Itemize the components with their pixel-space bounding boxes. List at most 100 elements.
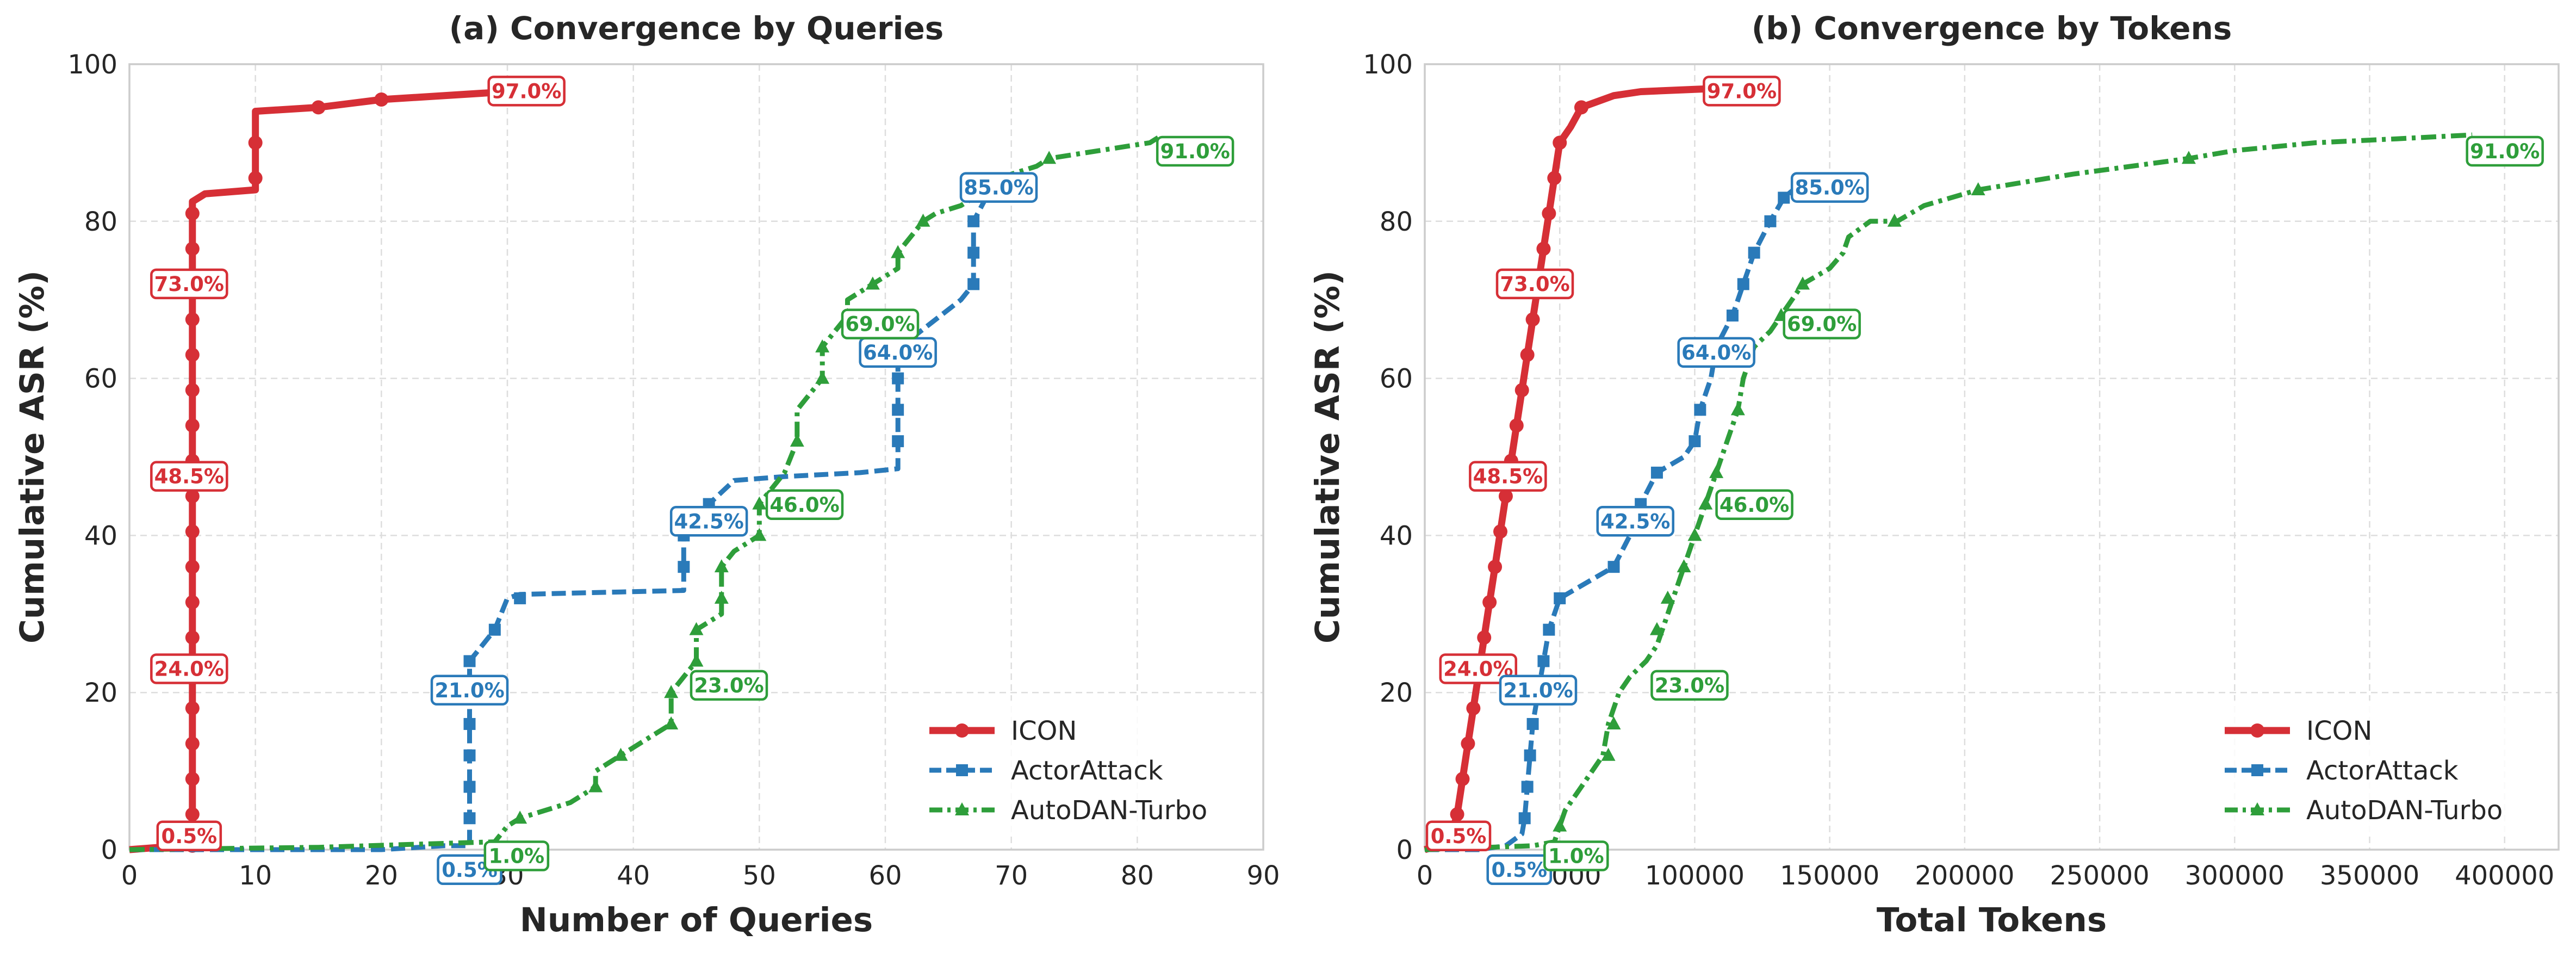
data-label: 24.0%	[150, 653, 228, 684]
legend-item: AutoDAN-Turbo	[2225, 795, 2503, 826]
legend-item: AutoDAN-Turbo	[929, 795, 1207, 826]
data-point	[1553, 818, 1567, 832]
data-label: 42.5%	[669, 506, 748, 537]
data-point	[1520, 348, 1535, 362]
data-label-text: 0.5%	[162, 825, 218, 848]
data-label-box	[1495, 268, 1574, 300]
y-tick-label: 100	[67, 49, 117, 80]
legend-label: AutoDAN-Turbo	[2306, 795, 2503, 826]
y-tick-label: 20	[1380, 678, 1413, 708]
data-label-text: 46.0%	[769, 493, 839, 517]
legend-marker	[955, 802, 969, 815]
data-point	[752, 496, 767, 510]
data-label: 64.0%	[1677, 337, 1755, 368]
data-point	[689, 622, 704, 635]
data-label: 0.5%	[1425, 820, 1492, 852]
x-tick-label: 50	[743, 861, 776, 891]
data-label-box	[669, 506, 748, 537]
data-label: 97.0%	[1703, 76, 1781, 107]
data-point	[967, 215, 980, 227]
data-point	[463, 812, 476, 825]
data-point	[1543, 623, 1555, 636]
legend: ICON ActorAttack AutoDAN-Turbo	[911, 701, 1248, 834]
chart-title: (b) Convergence by Tokens	[1752, 10, 2232, 47]
data-point	[1553, 135, 1567, 150]
data-label-box	[1715, 489, 1793, 521]
data-point	[1709, 465, 1724, 478]
data-point	[2181, 151, 2196, 164]
data-label-text: 91.0%	[1160, 140, 1230, 163]
data-label: 0.5%	[1486, 854, 1552, 886]
data-point	[664, 716, 679, 729]
data-label: 85.0%	[1790, 172, 1869, 203]
data-point	[1748, 246, 1760, 259]
data-label: 85.0%	[959, 172, 1038, 203]
data-label-text: 46.0%	[1720, 493, 1789, 517]
data-point	[1737, 278, 1749, 290]
data-point	[185, 312, 200, 327]
data-label: 73.0%	[1495, 268, 1574, 300]
y-axis-label: Cumulative ASR (%)	[13, 270, 52, 643]
data-label-text: 69.0%	[845, 313, 915, 336]
data-point	[1450, 807, 1464, 822]
data-point	[185, 560, 200, 574]
data-point	[1461, 737, 1475, 751]
data-point	[185, 737, 200, 751]
data-point	[689, 653, 704, 667]
x-tick-label: 300000	[2185, 861, 2285, 891]
data-point	[892, 435, 904, 448]
x-axis-label: Total Tokens	[1877, 901, 2107, 939]
y-axis-label: Cumulative ASR (%)	[1308, 270, 1347, 643]
data-point	[1607, 561, 1620, 573]
data-label: 69.0%	[841, 308, 920, 339]
data-label: 46.0%	[1715, 489, 1793, 521]
data-label: 0.5%	[156, 820, 222, 852]
y-tick-label: 40	[84, 521, 117, 551]
data-point	[815, 370, 830, 384]
data-label-text: 42.5%	[1600, 510, 1670, 533]
legend-label: ActorAttack	[2306, 756, 2459, 786]
data-point	[1649, 622, 1664, 635]
data-point	[865, 276, 880, 290]
legend-item: ICON	[929, 716, 1077, 746]
series-line	[1424, 132, 2473, 852]
data-point	[1498, 489, 1513, 504]
data-label-text: 97.0%	[1707, 79, 1777, 103]
data-point	[1525, 312, 1540, 327]
data-point	[1764, 215, 1777, 227]
data-point	[1542, 206, 1556, 221]
x-axis-label: Number of Queries	[520, 901, 873, 939]
data-point	[1698, 496, 1713, 510]
data-label-text: 48.5%	[154, 465, 224, 488]
y-tick-label: 100	[1363, 49, 1413, 80]
data-label-box	[959, 172, 1038, 203]
data-point	[967, 278, 980, 290]
data-point	[752, 528, 767, 541]
data-point	[815, 339, 830, 352]
data-point	[714, 559, 729, 573]
x-tick-label: 150000	[1780, 861, 1879, 891]
data-point	[185, 489, 200, 504]
data-point	[185, 772, 200, 787]
data-label-text: 0.5%	[1431, 825, 1487, 848]
data-label-box	[156, 820, 222, 852]
data-point	[248, 171, 263, 185]
x-tick-label: 10	[239, 861, 272, 891]
legend-box	[2206, 701, 2543, 834]
data-point	[1488, 560, 1503, 574]
data-point	[916, 213, 930, 227]
data-point	[1778, 191, 1790, 204]
data-label-box	[1677, 337, 1755, 368]
data-label: 91.0%	[1156, 135, 1234, 167]
data-point	[311, 100, 326, 115]
x-tick-label: 100000	[1645, 861, 1745, 891]
data-label-box	[1790, 172, 1869, 203]
data-label: 97.0%	[487, 76, 566, 107]
data-label-box	[487, 76, 566, 107]
x-tick-label: 250000	[2050, 861, 2149, 891]
data-label-text: 42.5%	[674, 510, 743, 533]
data-label-box	[2466, 135, 2544, 167]
data-point	[1606, 716, 1621, 729]
series-line	[1425, 180, 1830, 852]
x-tick-label: 20	[365, 861, 398, 891]
